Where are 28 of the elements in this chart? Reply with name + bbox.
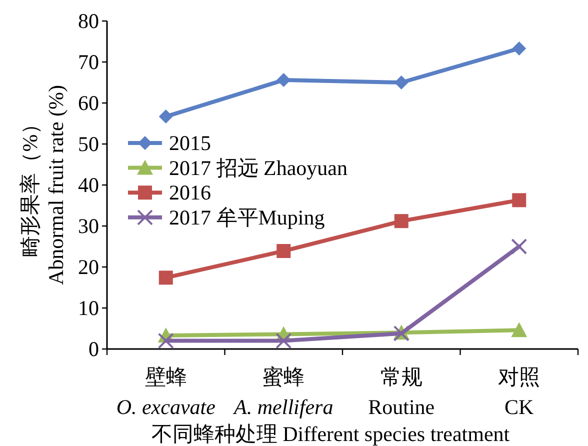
yticks[1]: 10 <box>78 296 99 320</box>
x-tick-label: 对照 CK <box>498 365 540 419</box>
point <box>394 214 408 228</box>
yticks[4]: 40 <box>78 173 99 197</box>
point <box>394 76 408 90</box>
yticks[8]: 80 <box>78 9 99 33</box>
point <box>158 110 173 124</box>
y-axis-title: 畸形果率（%） Abnormal fruit rate (%) <box>18 84 68 286</box>
yticks[3]: 30 <box>78 214 99 238</box>
yticks[2]: 20 <box>78 255 99 279</box>
legend-label: 2017 牟平Muping <box>169 205 326 230</box>
point <box>512 41 526 56</box>
x-tick-label: 蜜蜂 A. mellifera <box>232 365 334 419</box>
point <box>276 244 291 258</box>
legend-label: 2015 <box>169 131 211 155</box>
point <box>511 322 528 338</box>
yticks[0]: 0 <box>88 337 99 361</box>
x-axis-title: 不同蜂种处理 Different species treatment <box>151 422 510 446</box>
point <box>276 73 291 88</box>
yticks[7]: 70 <box>78 50 99 74</box>
legend-label: 2017 招远 Zhaoyuan <box>169 156 348 180</box>
x-tick-label: 壁蜂 O. excavate <box>116 365 216 419</box>
yticks[5]: 50 <box>78 132 99 156</box>
legend-label: 2016 <box>169 180 211 205</box>
x-tick-label: 常规 Routine <box>368 365 435 419</box>
yticks[6]: 60 <box>78 91 99 115</box>
point <box>512 193 526 208</box>
point <box>158 270 173 285</box>
